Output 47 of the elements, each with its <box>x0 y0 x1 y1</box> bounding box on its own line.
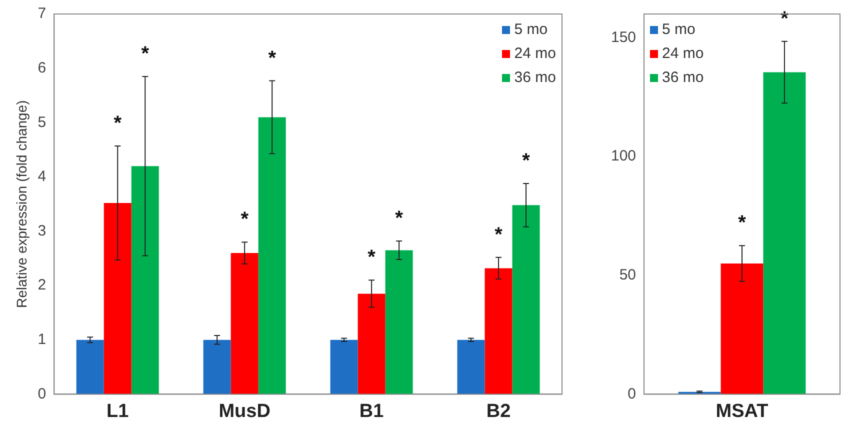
legend-label: 36 mo <box>514 69 556 86</box>
x-tick-label: L1 <box>106 400 130 422</box>
x-tick-label: B2 <box>486 400 511 422</box>
annotation: * <box>494 224 503 246</box>
annotation: * <box>738 212 746 234</box>
y-tick-label: 2 <box>38 276 46 294</box>
y-tick-label: 0 <box>38 385 46 402</box>
legend-label: 5 mo <box>662 21 696 38</box>
annotation: * <box>368 246 376 269</box>
bar <box>203 340 231 394</box>
annotation: * <box>141 42 150 65</box>
x-tick-label: MSAT <box>716 400 769 422</box>
bar <box>104 203 132 394</box>
bar <box>76 340 104 394</box>
bar <box>512 205 540 394</box>
bar <box>385 250 413 394</box>
y-tick-label: 100 <box>610 148 636 165</box>
bar <box>230 252 258 394</box>
y-tick-label: 7 <box>38 5 46 22</box>
y-axis-title: Relative expression (fold change) <box>13 100 30 308</box>
legend-label: 5 mo <box>514 21 548 38</box>
legend-label: 24 mo <box>514 45 556 62</box>
annotation: * <box>268 47 276 70</box>
bar <box>258 117 286 394</box>
bar <box>330 340 358 394</box>
bar <box>484 268 512 394</box>
legend-label: 36 mo <box>662 69 704 86</box>
y-tick-label: 5 <box>38 114 46 131</box>
bar <box>763 72 806 394</box>
legend-label: 24 mo <box>662 45 704 62</box>
y-tick-label: 50 <box>619 266 636 284</box>
annotation: * <box>240 208 249 231</box>
bar <box>720 264 764 394</box>
y-tick-label: 150 <box>610 28 636 46</box>
y-tick-label: 4 <box>38 168 46 186</box>
bar <box>358 294 386 394</box>
annotation: * <box>522 150 530 172</box>
annotation: * <box>114 112 122 134</box>
y-tick-label: 3 <box>38 222 46 240</box>
x-tick-label: B1 <box>359 400 384 422</box>
x-tick-label: MusD <box>218 400 270 422</box>
annotation: * <box>395 208 404 230</box>
bar <box>131 166 159 394</box>
bar <box>457 340 485 394</box>
y-tick-label: 0 <box>628 385 636 402</box>
y-tick-label: 1 <box>38 331 46 348</box>
y-tick-label: 6 <box>38 59 46 76</box>
